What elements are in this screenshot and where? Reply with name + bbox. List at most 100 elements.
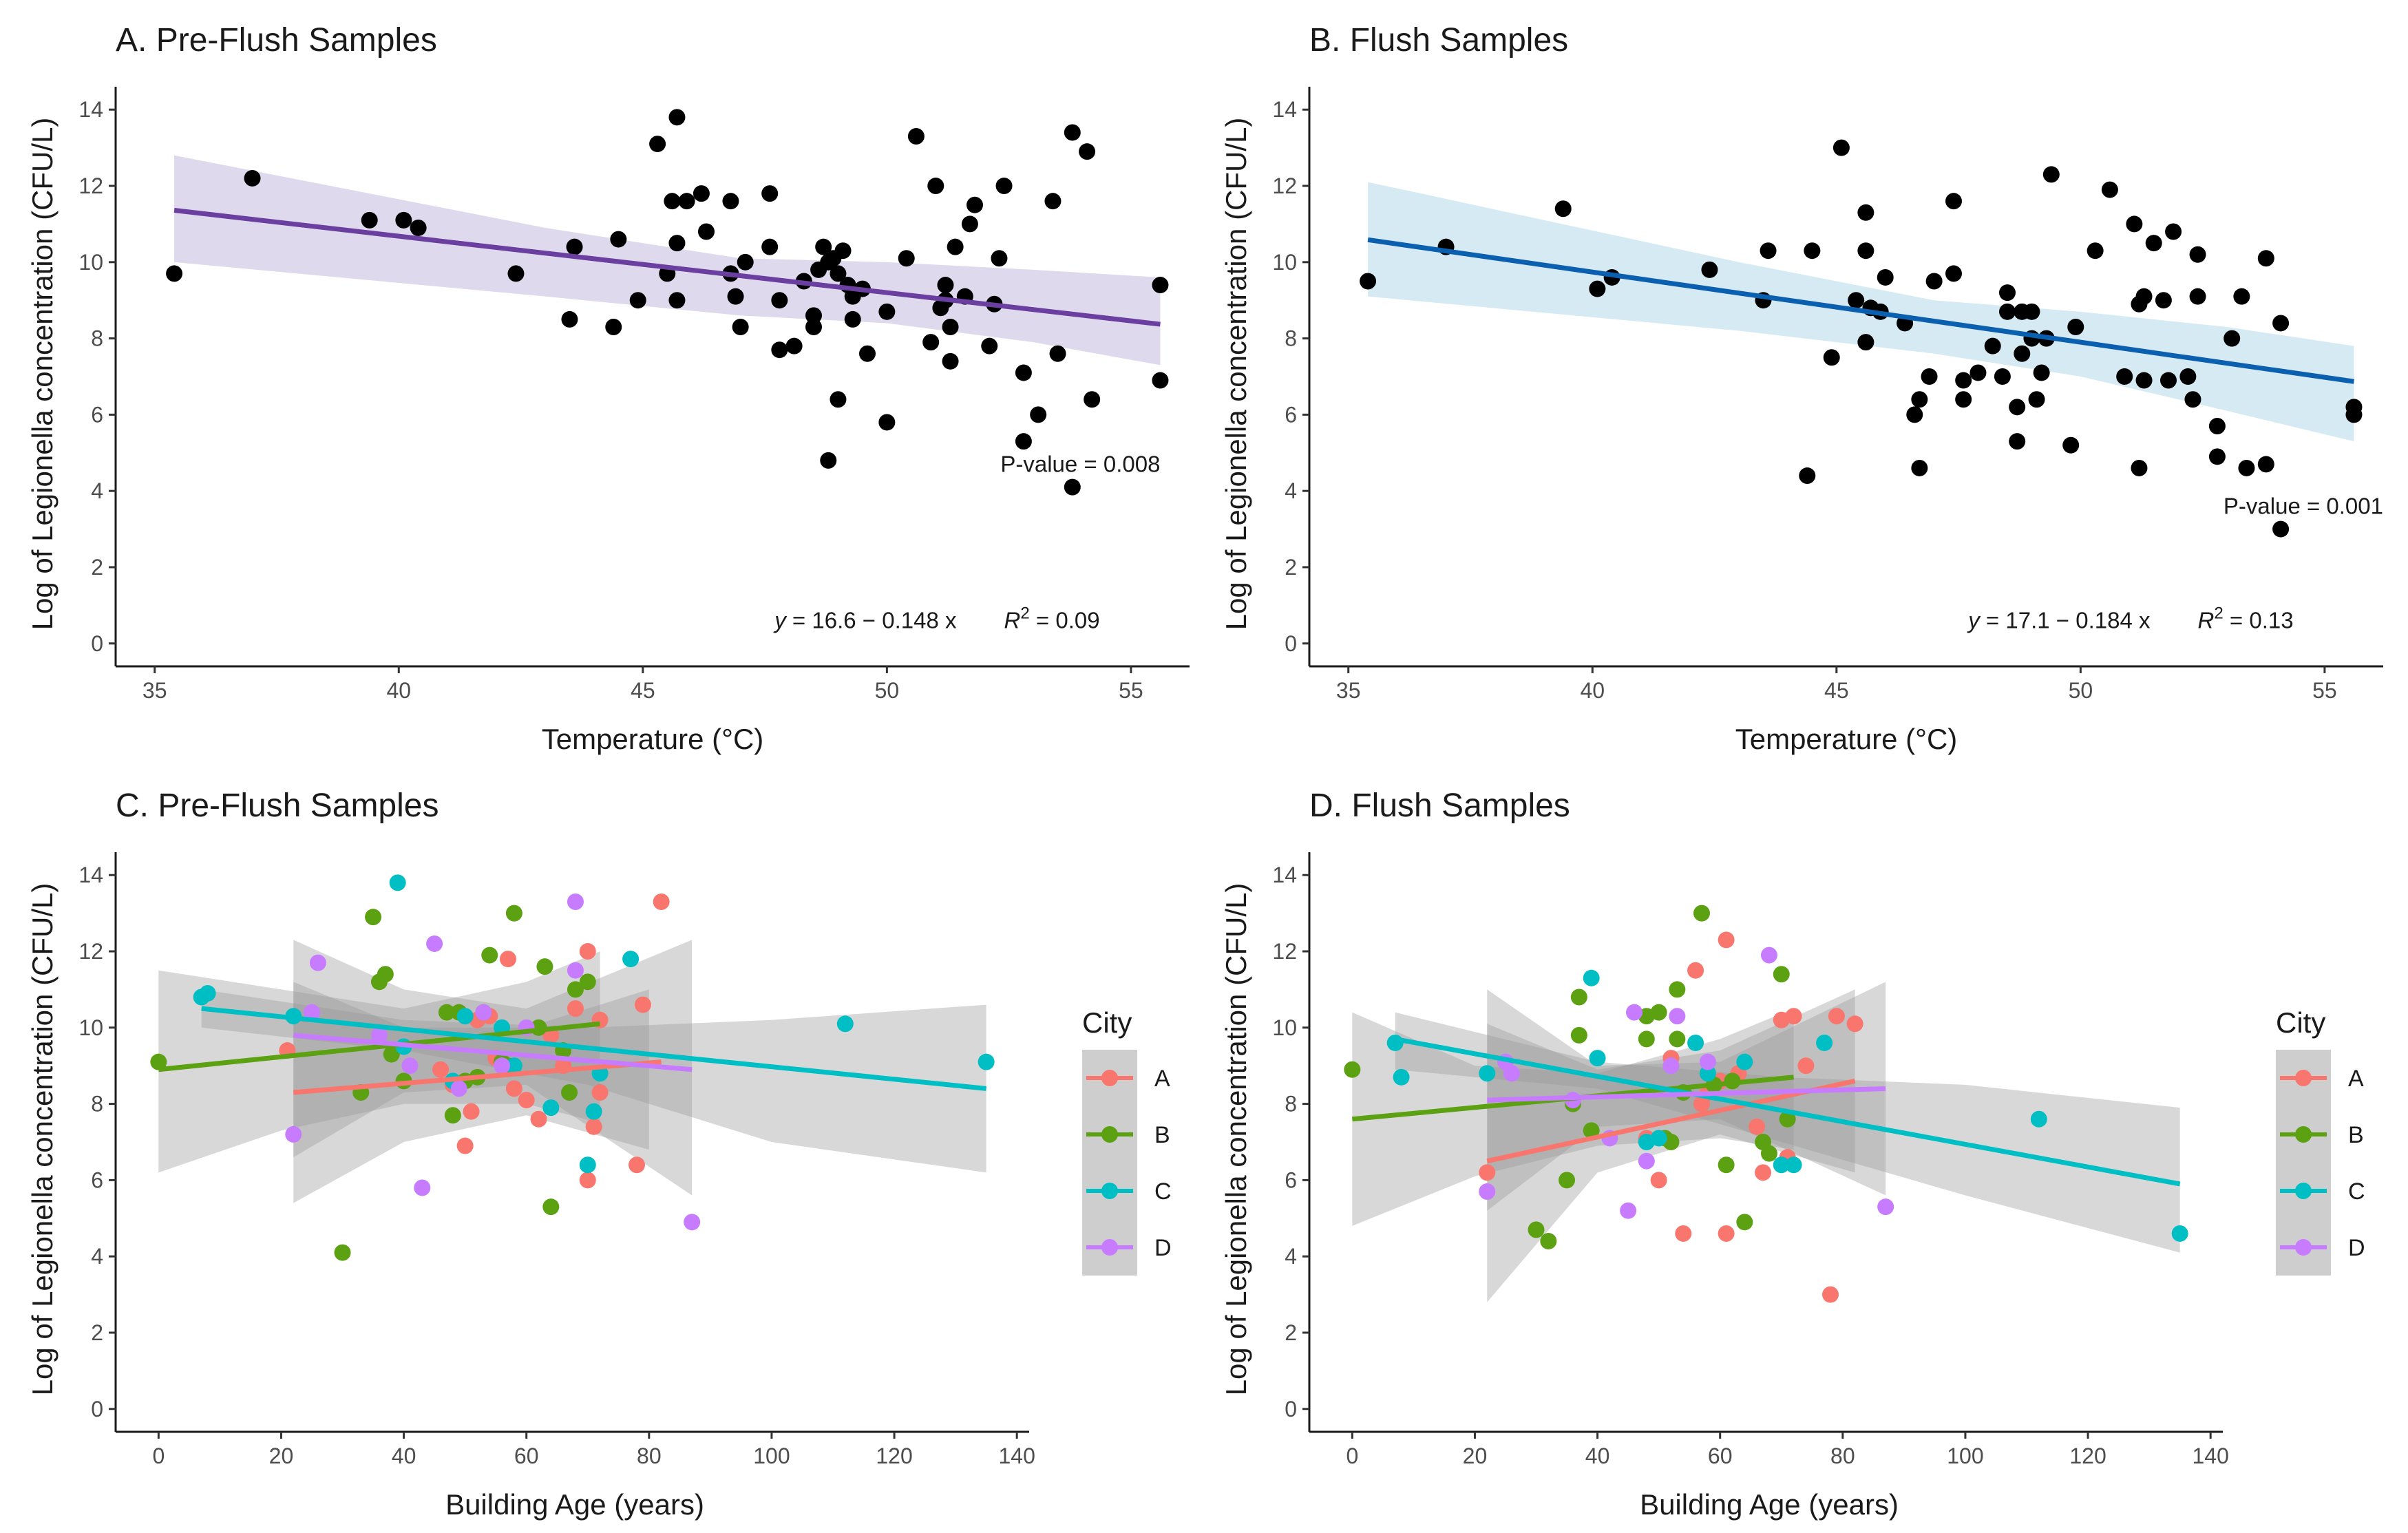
legend-key-point-c — [2295, 1183, 2312, 1199]
y-tick-label: 8 — [1285, 1092, 1297, 1117]
data-point-city-b — [377, 966, 394, 983]
data-point — [1701, 261, 1718, 278]
data-point-city-d — [414, 1179, 431, 1196]
legend-key-point-b — [1101, 1126, 1118, 1143]
regression-line-city-a — [1486, 1078, 1856, 1164]
legend-key-background — [1082, 1050, 1137, 1276]
panel-a-plot: 0 2 4 6 8 10 12 14 35 40 45 50 55 — [78, 87, 1190, 703]
data-point — [2233, 288, 2250, 305]
data-point-city-c — [1650, 1130, 1667, 1147]
data-point — [2257, 456, 2274, 473]
panel-a-title: A. Pre-Flush Samples — [116, 22, 437, 59]
y-tick-label: 2 — [1285, 1320, 1297, 1345]
data-point — [2179, 368, 2197, 385]
data-point — [566, 238, 583, 255]
regression-line — [1367, 237, 2354, 384]
data-point-city-c — [199, 984, 216, 1002]
data-point — [1911, 459, 1928, 476]
data-point — [991, 250, 1008, 267]
y-tick-label: 8 — [1285, 326, 1297, 351]
regression-line-city-c — [1395, 1036, 2181, 1187]
legend-label-a: A — [1154, 1066, 1170, 1092]
data-point-city-a — [579, 1172, 596, 1189]
data-point-city-c — [1583, 969, 1600, 986]
data-point — [2189, 288, 2206, 305]
data-point — [1833, 139, 1850, 156]
data-point-city-c — [1393, 1068, 1410, 1086]
legend-label-b: B — [2348, 1122, 2364, 1148]
x-tick-label: 50 — [2069, 678, 2093, 703]
panel-a-equation: y = 16.6 − 0.148 x — [773, 608, 957, 633]
data-point-city-a — [591, 1083, 609, 1101]
data-point — [1999, 284, 2016, 302]
data-point-city-a — [1687, 962, 1704, 979]
data-point — [698, 223, 715, 240]
data-point — [1857, 242, 1874, 260]
x-tick-label: 120 — [2069, 1444, 2106, 1468]
data-point — [1799, 467, 1816, 485]
data-point — [2272, 315, 2290, 332]
x-tick-label: 35 — [142, 678, 167, 703]
data-point-city-d — [475, 1004, 492, 1021]
confidence-band-city-c — [201, 989, 986, 1173]
panel-b-title: B. Flush Samples — [1309, 22, 1568, 59]
data-point-city-b — [1773, 966, 1790, 983]
panel-c-ylabel: Log of Legionella concentration (CFU/L) — [26, 883, 59, 1396]
y-tick-label: 4 — [91, 478, 103, 503]
legend-key-point-a — [1101, 1070, 1118, 1086]
confidence-band-city-c — [1395, 1012, 2180, 1253]
data-point — [2208, 418, 2226, 435]
data-point — [1906, 406, 1923, 423]
x-tick-label: 100 — [1947, 1444, 1983, 1468]
panel-d: D. Flush Samples Log of Legionella conce… — [1220, 787, 2365, 1521]
data-point-city-d — [1662, 1057, 1680, 1075]
data-point-city-b — [1344, 1061, 1361, 1078]
x-tick-label: 20 — [1463, 1444, 1488, 1468]
data-point-city-b — [1570, 1026, 1587, 1044]
panel-a-ylabel: Log of Legionella concentration (CFU/L) — [26, 118, 59, 631]
data-point-city-d — [309, 954, 326, 971]
data-point — [507, 265, 525, 282]
data-point-city-c — [622, 951, 640, 968]
data-point-city-d — [1877, 1198, 1894, 1216]
data-point — [732, 318, 749, 335]
panel-b-r2: R2 = 0.13 — [2198, 604, 2294, 633]
y-tick-label: 8 — [91, 1092, 103, 1117]
x-tick-label: 0 — [152, 1444, 165, 1468]
data-point-city-d — [567, 894, 584, 911]
data-point-city-a — [518, 1092, 535, 1109]
data-point — [737, 253, 754, 271]
data-point — [668, 292, 686, 309]
panel-c: C. Pre-Flush Samples Log of Legionella c… — [26, 787, 1172, 1521]
data-point — [967, 196, 983, 213]
panel-c-legend: City A B C D — [1082, 1006, 1172, 1276]
data-point — [785, 337, 803, 355]
y-tick-label: 6 — [1285, 402, 1297, 427]
data-point — [2135, 288, 2153, 305]
data-point-city-b — [567, 981, 584, 998]
regression-line-city-c — [201, 1006, 987, 1091]
data-point-city-c — [1816, 1034, 1833, 1051]
data-point-city-b — [150, 1053, 167, 1070]
data-point — [1955, 372, 1972, 389]
data-point — [1848, 292, 1865, 309]
y-tick-label: 10 — [78, 250, 103, 275]
legend-label-a: A — [2348, 1066, 2364, 1092]
data-point-city-c — [389, 874, 406, 891]
data-point — [830, 265, 847, 282]
x-tick-label: 50 — [875, 678, 900, 703]
data-point-city-c — [1386, 1034, 1404, 1051]
panel-a-r2: R2 = 0.09 — [1004, 604, 1100, 633]
x-tick-label: 55 — [1119, 678, 1143, 703]
regression-line-city-d — [1487, 1086, 1886, 1103]
panel-a-r-label: R — [1004, 608, 1021, 633]
data-point — [907, 128, 925, 145]
panel-a-eq-body: = 16.6 − 0.148 x — [786, 608, 957, 633]
data-point-city-c — [2030, 1110, 2047, 1128]
data-point-city-b — [1779, 1110, 1796, 1128]
data-point — [878, 303, 896, 320]
data-point — [668, 109, 686, 126]
confidence-band-city-d — [293, 940, 693, 1196]
